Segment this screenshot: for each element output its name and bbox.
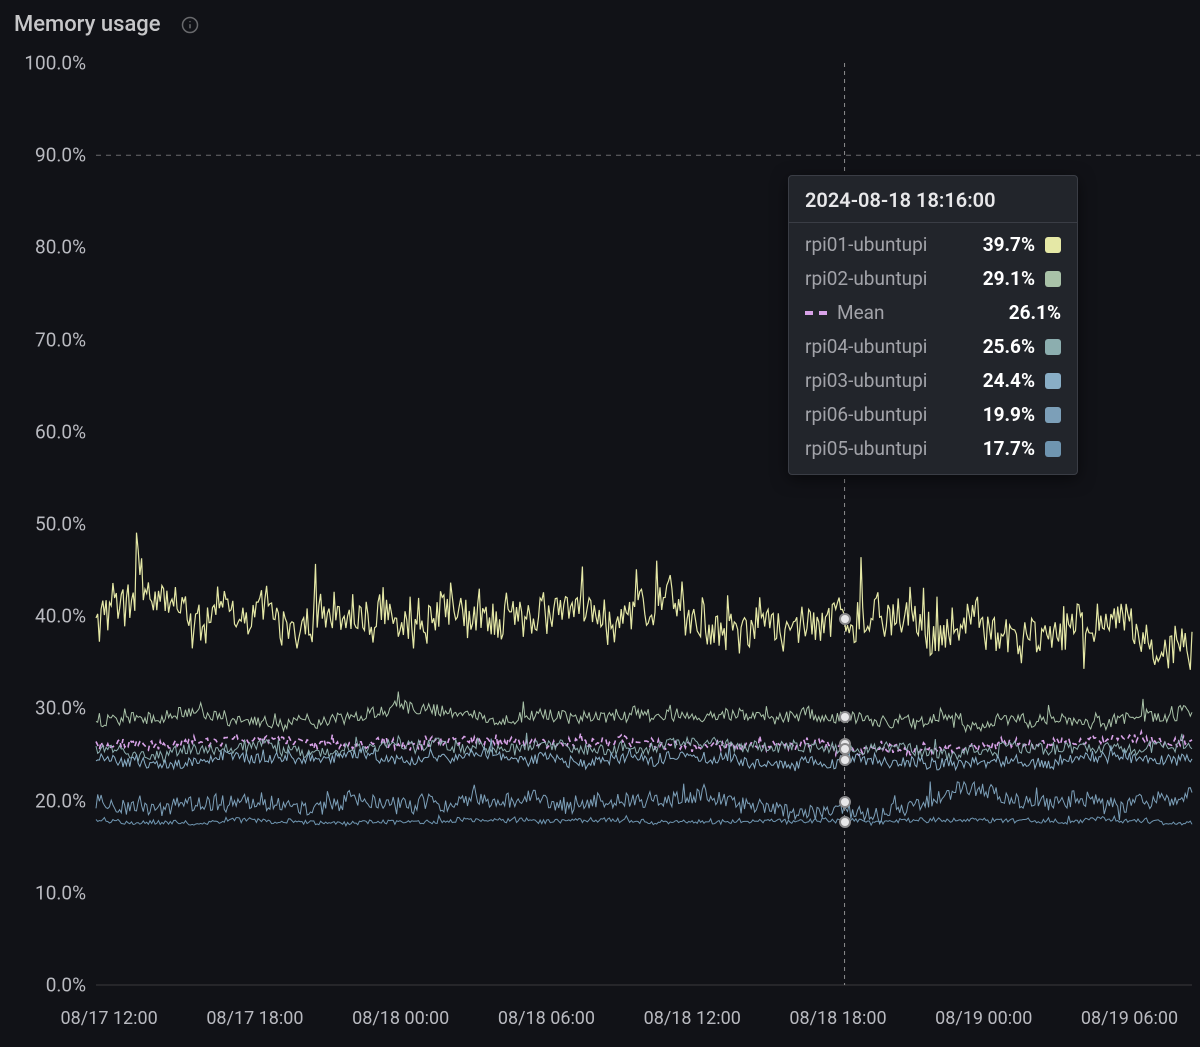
y-tick-label: 0.0% xyxy=(46,974,86,997)
y-tick-label: 10.0% xyxy=(35,881,86,904)
tooltip-row: rpi03-ubuntupi 24.4% xyxy=(805,369,1061,392)
y-tick-label: 80.0% xyxy=(35,236,86,259)
x-tick-label: 08/17 12:00 xyxy=(61,1008,158,1029)
series-dash-icon xyxy=(805,311,827,315)
crosshair-marker xyxy=(839,796,851,808)
panel-title: Memory usage xyxy=(14,12,161,37)
crosshair-marker xyxy=(839,613,851,625)
y-tick-label: 100.0% xyxy=(24,52,86,75)
tooltip-row: rpi06-ubuntupi 19.9% xyxy=(805,403,1061,426)
tooltip-series-name: rpi05-ubuntupi xyxy=(805,437,927,460)
tooltip-series-value: 29.1% xyxy=(983,267,1035,290)
x-tick-label: 08/18 00:00 xyxy=(352,1008,449,1029)
y-tick-label: 70.0% xyxy=(35,328,86,351)
chart-area[interactable]: 0.0% 10.0% 20.0% 30.0% 40.0% 50.0% 60.0% 70.0% 8… xyxy=(0,43,1200,1033)
series-color-swatch xyxy=(1045,237,1061,253)
y-tick-label: 40.0% xyxy=(35,605,86,628)
tooltip: 2024-08-18 18:16:00 rpi01-ubuntupi39.7%r… xyxy=(788,175,1078,475)
info-icon[interactable] xyxy=(179,14,201,36)
series-color-swatch xyxy=(1045,271,1061,287)
tooltip-series-value: 24.4% xyxy=(983,369,1035,392)
series-color-swatch xyxy=(1045,373,1061,389)
tooltip-row: rpi01-ubuntupi 39.7% xyxy=(805,233,1061,256)
crosshair-marker xyxy=(839,711,851,723)
series-rpi01 xyxy=(96,533,1192,670)
tooltip-series-value: 25.6% xyxy=(983,335,1035,358)
tooltip-body: rpi01-ubuntupi 39.7% rpi02-ubuntupi 29.1% Me… xyxy=(789,223,1077,474)
series-color-swatch xyxy=(1045,441,1061,457)
tooltip-series-name: rpi01-ubuntupi xyxy=(805,233,927,256)
panel-header: Memory usage xyxy=(0,12,1200,37)
tooltip-series-value: 19.9% xyxy=(983,403,1035,426)
series-rpi05 xyxy=(96,816,1192,826)
y-tick-label: 50.0% xyxy=(35,513,86,536)
x-tick-label: 08/17 18:00 xyxy=(206,1008,303,1029)
crosshair-marker xyxy=(839,816,851,828)
tooltip-series-name: rpi04-ubuntupi xyxy=(805,335,927,358)
y-tick-label: 90.0% xyxy=(35,144,86,167)
tooltip-series-name: rpi03-ubuntupi xyxy=(805,369,927,392)
y-tick-label: 30.0% xyxy=(35,697,86,720)
tooltip-series-value: 39.7% xyxy=(983,233,1035,256)
series-rpi06 xyxy=(96,782,1192,824)
series-color-swatch xyxy=(1045,339,1061,355)
tooltip-timestamp: 2024-08-18 18:16:00 xyxy=(789,176,1077,223)
series-color-swatch xyxy=(1045,407,1061,423)
x-axis-labels: 08/17 12:00 08/17 18:00 08/18 00:00 08/18 0… xyxy=(0,1001,1200,1033)
tooltip-series-name: rpi02-ubuntupi xyxy=(805,267,927,290)
tooltip-series-value: 17.7% xyxy=(983,437,1035,460)
x-tick-label: 08/18 18:00 xyxy=(789,1008,886,1029)
tooltip-row: rpi02-ubuntupi 29.1% xyxy=(805,267,1061,290)
tooltip-row: rpi04-ubuntupi 25.6% xyxy=(805,335,1061,358)
series-rpi02 xyxy=(96,692,1192,732)
tooltip-row: rpi05-ubuntupi 17.7% xyxy=(805,437,1061,460)
x-tick-label: 08/19 00:00 xyxy=(935,1008,1032,1029)
x-tick-label: 08/19 06:00 xyxy=(1081,1008,1178,1029)
tooltip-series-value: 26.1% xyxy=(1009,301,1061,324)
y-axis-labels: 0.0% 10.0% 20.0% 30.0% 40.0% 50.0% 60.0% 70.0% 8… xyxy=(0,43,86,1033)
tooltip-row: Mean 26.1% xyxy=(805,301,1061,324)
x-tick-label: 08/18 06:00 xyxy=(498,1008,595,1029)
crosshair-marker xyxy=(839,754,851,766)
x-tick-label: 08/18 12:00 xyxy=(644,1008,741,1029)
tooltip-series-name: Mean xyxy=(805,301,885,324)
tooltip-series-name: rpi06-ubuntupi xyxy=(805,403,927,426)
y-tick-label: 60.0% xyxy=(35,420,86,443)
memory-usage-panel: Memory usage 0.0% 10.0% 20.0% 30.0% 40.0% 50.… xyxy=(0,0,1200,1047)
y-tick-label: 20.0% xyxy=(35,789,86,812)
